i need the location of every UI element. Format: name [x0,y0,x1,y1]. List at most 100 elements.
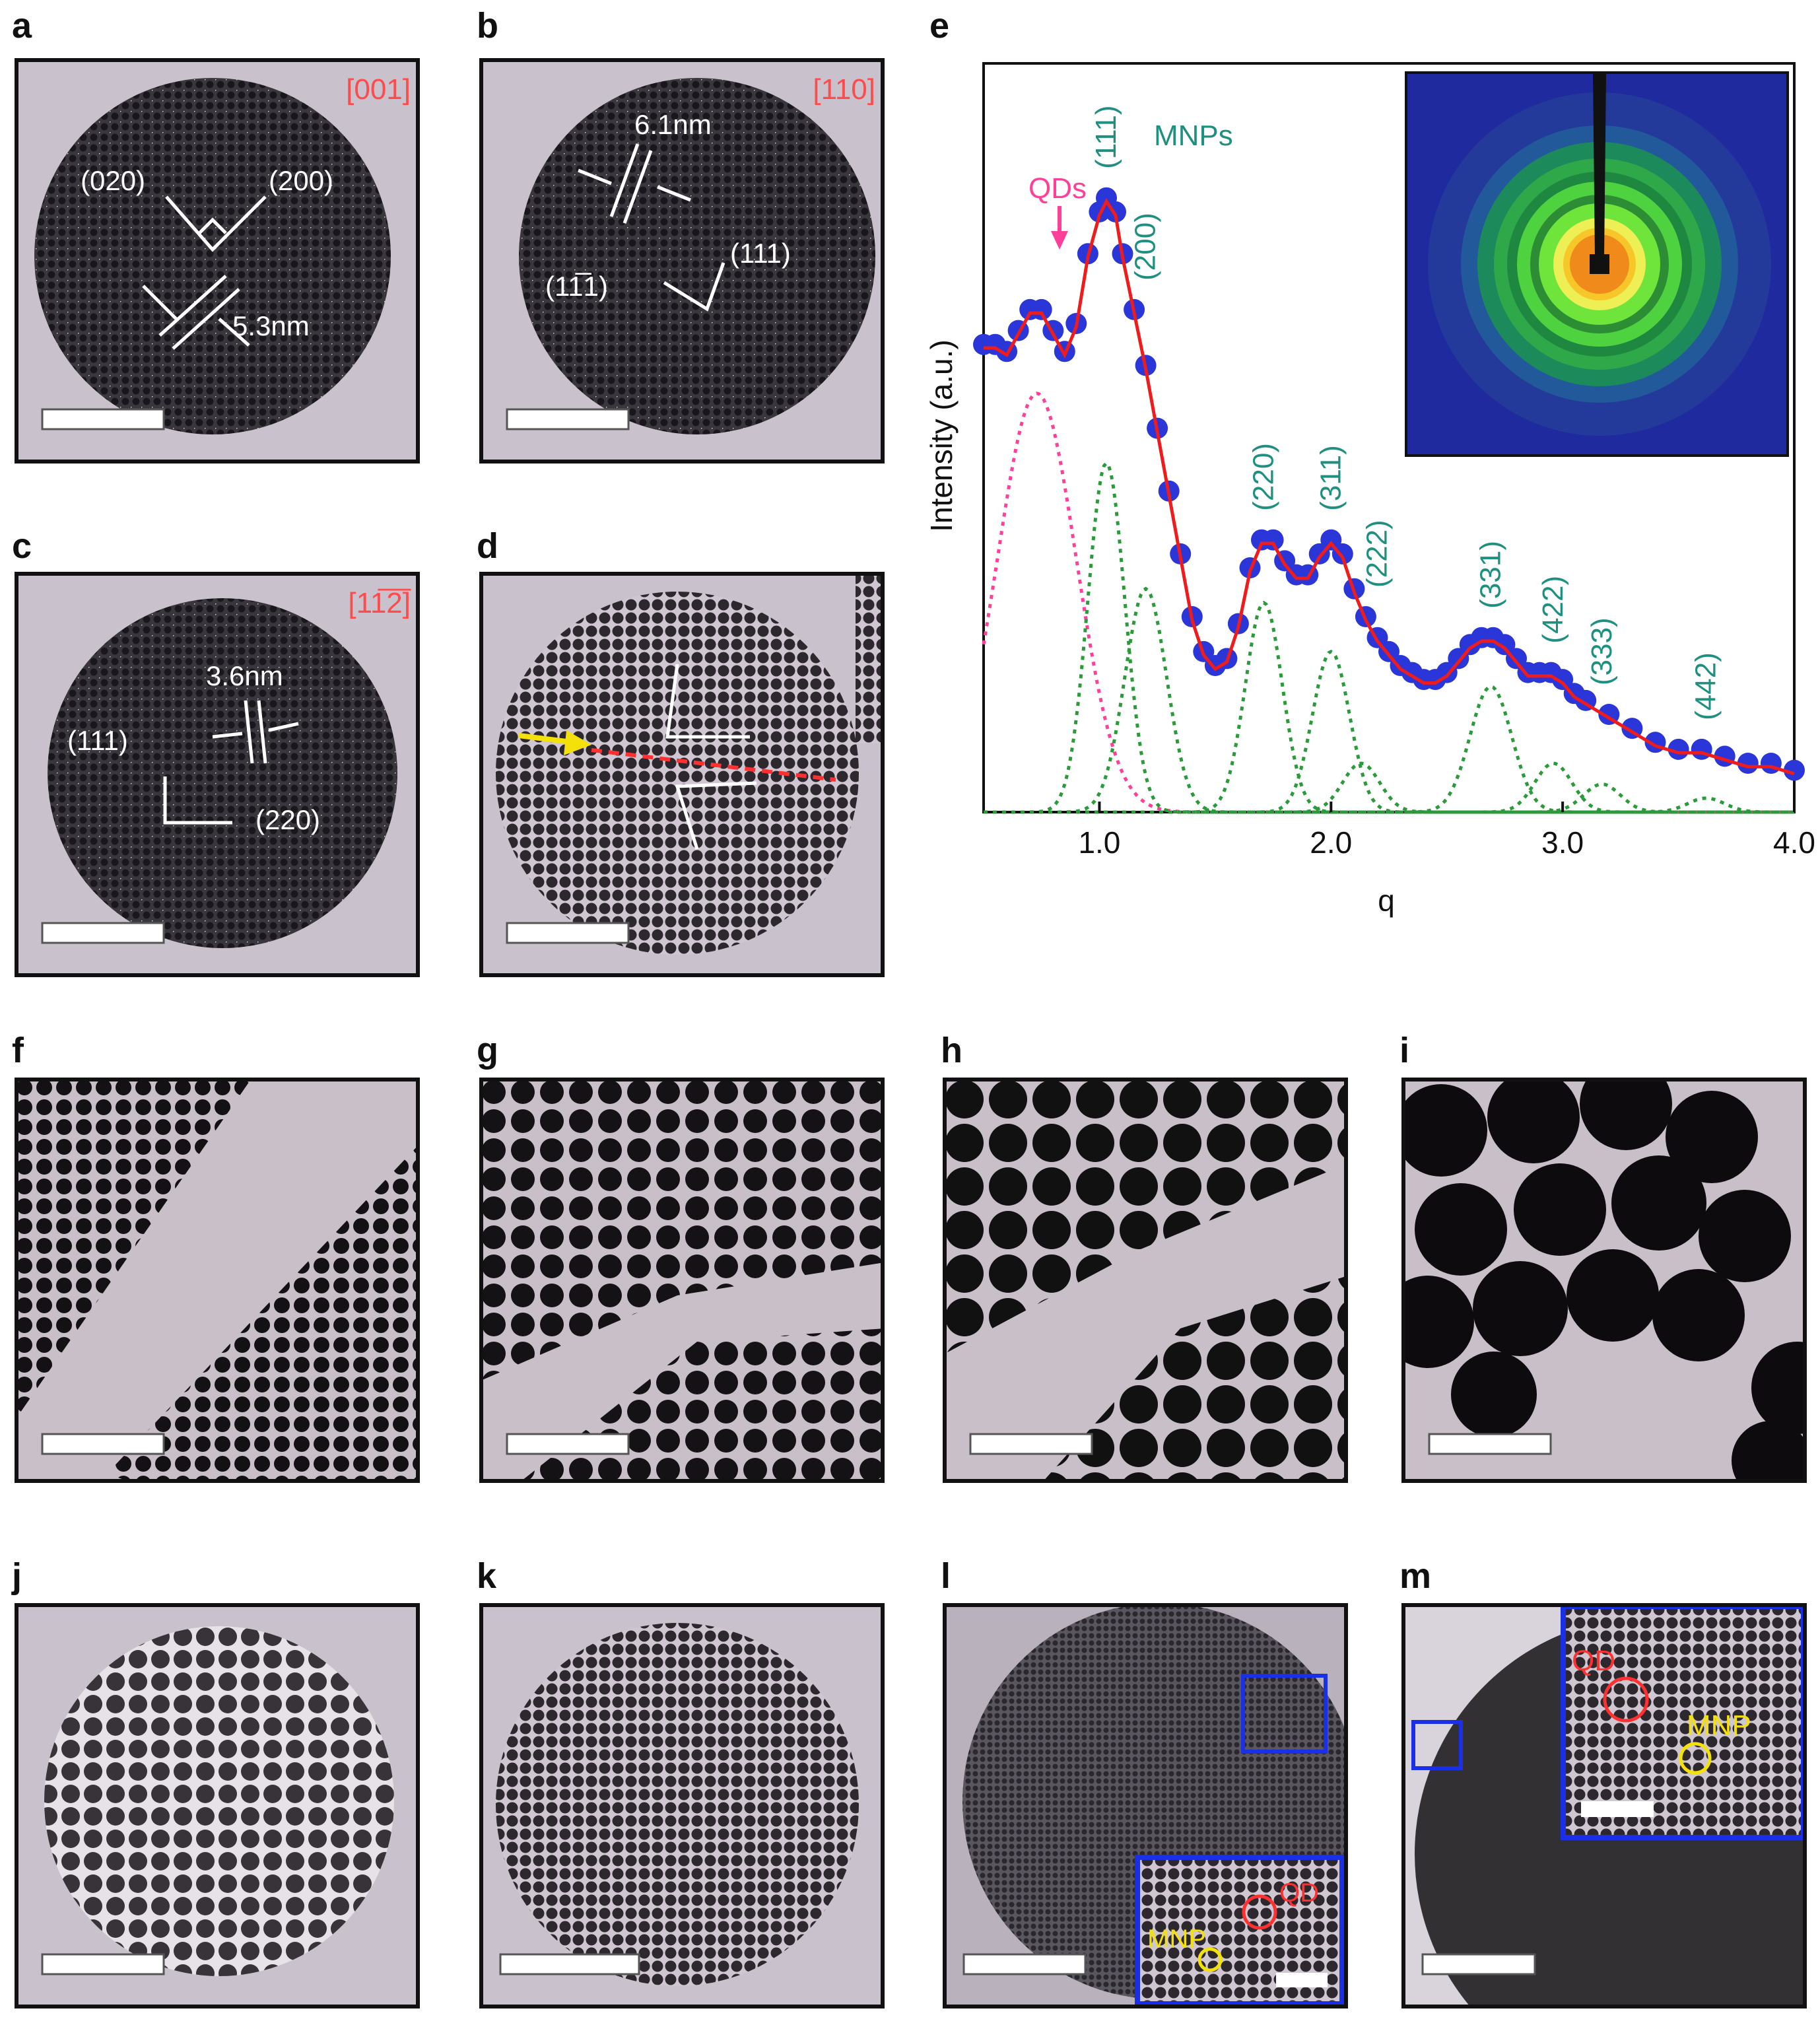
qd-marker [1242,1894,1277,1930]
tem-panel-m: QD MNP [1401,1603,1807,2008]
x-tick-label-2: 3.0 [1541,825,1584,860]
panel-label-e: e [929,6,950,46]
zoom-inset: QD MNP [1135,1855,1345,2007]
tem-panel-a: [001] (020) (200) 5.3nm [15,58,420,463]
panel-label-f: f [12,1031,24,1070]
peak-label-7: (333) [1586,617,1618,685]
peak-label-1: (200) [1129,213,1162,281]
qd-label: QD [1279,1878,1319,1907]
inset-scale-bar [1276,1973,1328,1987]
supraparticle [34,78,391,434]
mnp-label: MNP [1687,1709,1751,1742]
plane-label-1: (11̅1) [545,271,608,302]
panel-label-c: c [12,526,32,566]
tem-panel-k [479,1603,885,2008]
data-point-51 [1552,669,1574,691]
supraparticle [519,78,875,434]
zoom-inset: QD MNP [1561,1604,1806,1840]
lattice-angle-marker [142,195,267,350]
plane-label-1: (111) [67,725,128,756]
twin-boundary-line [591,748,836,782]
panel-label-j: j [12,1556,22,1596]
plane-label-2: (111) [730,238,791,269]
mnp-marker [1679,1742,1712,1775]
scale-bar [41,408,165,430]
panel-label-g: g [477,1031,498,1070]
zoom-region-box [1241,1674,1328,1754]
mnp-marker [1197,1947,1223,1972]
peak-label-0: (111) [1090,106,1122,169]
peak-label-4: (222) [1361,520,1393,588]
peak-label-5: (331) [1474,541,1506,609]
plane-label-1: (020) [81,165,145,196]
mnp-component-curve-3 [984,650,1794,814]
inset-scale-bar [1581,1801,1654,1817]
scale-bar [1428,1433,1552,1455]
qd-marker [1603,1676,1649,1723]
peak-label-2: (220) [1248,443,1280,511]
x-tick-label-3: 4.0 [1773,825,1815,860]
panel-label-h: h [941,1031,962,1070]
panel-label-b: b [477,6,498,46]
tem-panel-c: [11̅2̅] 3.6nm (111) (220) [15,572,420,977]
peak-label-8: (442) [1690,652,1722,720]
lattice-angle-marker [163,700,299,825]
zoom-region-box [1411,1720,1463,1770]
mnps-annotation: MNPs [1154,120,1233,152]
lattice-angle-marker [578,143,725,312]
scale-bar [969,1433,1093,1455]
scale-bar [506,922,630,944]
data-point-31 [1320,529,1342,551]
fit-line [984,198,1795,776]
tem-panel-j [15,1603,420,2008]
supraparticle [496,592,859,955]
mnp-component-curve-8 [984,796,1794,814]
data-point-62 [1784,759,1805,781]
scale-bar [962,1953,1087,1975]
peak-label-3: (311) [1314,445,1347,510]
panel-label-k: k [477,1556,497,1596]
y-axis-label: Intensity (a.u.) [924,339,959,532]
lattice-angle-marker [665,664,757,850]
plane-label-2: (220) [255,804,320,835]
tem-panel-b: [110] 6.1nm (11̅1) (111) [479,58,885,463]
scale-bar [41,1433,165,1455]
tem-panel-d [479,572,885,977]
x-tick-label-0: 1.0 [1078,825,1120,860]
scale-bar [499,1953,640,1975]
zone-axis-label: [001] [346,73,411,106]
peak-label-6: (422) [1537,576,1569,644]
qd-label: QD [1572,1645,1615,1677]
x-tick-label-1: 2.0 [1310,825,1352,860]
data-point-57 [1668,738,1689,760]
spacing-label: 6.1nm [634,109,712,140]
saxs-2d-inset [1405,71,1789,457]
scale-bar [506,408,630,430]
mnp-label: MNP [1147,1925,1206,1954]
panel-label-m: m [1399,1556,1432,1596]
tem-panel-h [943,1078,1348,1483]
tem-panel-f [15,1078,420,1483]
scale-bar [41,1953,165,1975]
tem-panel-i [1401,1078,1807,1483]
plane-label-2: (200) [269,165,333,196]
scale-bar [1421,1953,1536,1975]
yellow-arrow [518,730,591,755]
panel-label-a: a [12,6,32,46]
data-point-60 [1737,753,1759,774]
spacing-label: 5.3nm [232,310,310,341]
supraparticle [48,598,397,948]
tem-panel-l: QD MNP [943,1603,1348,2008]
data-point-26 [1262,529,1284,551]
x-axis-label: q [1378,883,1395,918]
qds-annotation: QDs [1028,172,1087,205]
zone-axis-label: [11̅2̅] [348,587,411,619]
scale-bar [506,1433,630,1455]
qds-arrow [1051,206,1068,250]
supraparticle [496,1623,859,1986]
panel-label-d: d [477,526,498,566]
spacing-label: 3.6nm [206,660,283,691]
supraparticle [44,1626,394,1976]
scale-bar [41,922,165,944]
data-point-46 [1494,634,1516,656]
